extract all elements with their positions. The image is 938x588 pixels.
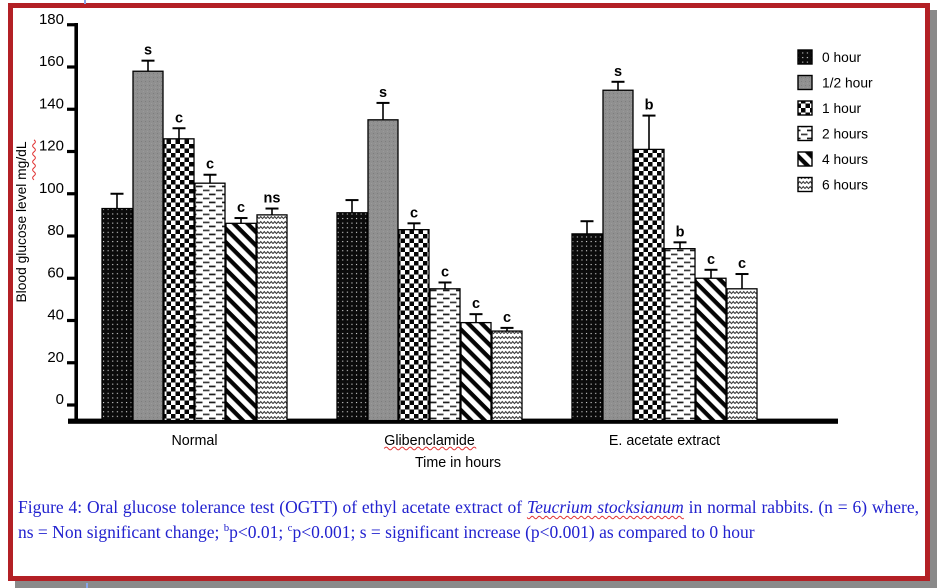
sig-label-c: c [738, 256, 746, 272]
sig-superscript: c [287, 521, 293, 534]
bar-e-acetate-extract-1-hour [633, 148, 665, 422]
y-tick-label-40: 40 [47, 307, 64, 324]
bar-e-acetate-extract-1-2-hour [602, 89, 634, 422]
y-tick-label-120: 120 [39, 138, 64, 155]
legend-swatch-0-hour [797, 49, 813, 65]
category-label-e-acetate-extract: E. acetate extract [609, 433, 720, 449]
y-tick-label-180: 180 [39, 11, 64, 28]
caption-text: in normal rabbits. (n = 6) where, ns = N… [18, 497, 919, 542]
sig-superscript: b [223, 521, 230, 534]
y-axis-tick-60 [67, 276, 78, 280]
species-name: Teucrium stocksianum [526, 497, 684, 517]
bar-glibenclamide-4-hours [460, 321, 492, 422]
y-tick-label-160: 160 [39, 53, 64, 70]
spellcheck-squiggle-units [32, 139, 36, 181]
x-axis-title: Time in hours [415, 455, 501, 471]
bar-normal-1-hour [163, 138, 195, 422]
sig-label-ns: ns [264, 191, 281, 207]
sig-label-c: c [410, 205, 418, 221]
bar-e-acetate-extract-4-hours [695, 277, 727, 422]
legend-label-2-hours: 2 hours [822, 127, 868, 142]
sig-label-s: s [144, 43, 152, 59]
y-axis-line [74, 23, 78, 424]
category-label-normal: Normal [171, 433, 217, 449]
bar-glibenclamide-1-2-hour [367, 119, 399, 422]
y-axis-tick-140 [67, 107, 78, 111]
sig-label-c: c [206, 157, 214, 173]
bar-normal-2-hours [194, 182, 226, 422]
bar-glibenclamide-6-hours [491, 330, 523, 422]
legend-swatch-1-hour [797, 100, 813, 116]
y-tick-label-80: 80 [47, 222, 64, 239]
sig-label-c: c [175, 110, 183, 126]
y-axis-tick-180 [67, 23, 78, 27]
legend-label-1-hour: 1 hour [822, 101, 862, 116]
text-boundary-mark-top [84, 0, 86, 4]
y-tick-label-20: 20 [47, 349, 64, 366]
sig-label-s: s [379, 85, 387, 101]
legend-swatch-4-hours [797, 151, 813, 167]
y-axis-tick-20 [67, 361, 78, 365]
sig-label-c: c [237, 200, 245, 216]
y-axis-tick-120 [67, 149, 78, 154]
y-tick-label-140: 140 [39, 95, 64, 112]
legend-label-4-hours: 4 hours [822, 152, 868, 167]
bar-e-acetate-extract-6-hours [726, 288, 758, 422]
y-axis-tick-40 [67, 318, 78, 323]
sig-label-c: c [472, 296, 480, 312]
y-axis-tick-160 [67, 65, 78, 69]
bar-glibenclamide-1-hour [398, 229, 430, 422]
bar-normal-1-2-hour [132, 70, 164, 422]
y-axis-tick-80 [67, 234, 78, 238]
sig-label-c: c [707, 252, 715, 268]
caption-text: p<0.01; [229, 521, 288, 542]
y-tick-label-60: 60 [47, 264, 64, 281]
text-boundary-mark-bottom [86, 583, 88, 588]
y-axis-title: Blood glucose level mg/dL [14, 141, 29, 302]
legend-label-0-hour: 0 hour [822, 50, 862, 65]
legend-swatch-1-2-hour [797, 74, 813, 91]
spellcheck-squiggle [383, 446, 477, 451]
y-tick-label-0: 0 [56, 391, 64, 408]
category-label-glibenclamide: Glibenclamide [384, 433, 475, 449]
caption-text: p<0.001; s = significant increase (p<0.0… [292, 521, 755, 542]
bar-normal-4-hours [225, 222, 257, 422]
sig-label-s: s [614, 64, 622, 80]
y-axis-tick-0 [67, 403, 78, 407]
caption-text: Figure 4: Oral glucose tolerance test (O… [18, 497, 527, 517]
bar-normal-6-hours [256, 214, 288, 422]
bar-normal-0-hour [101, 207, 133, 422]
legend-swatch-2-hours [797, 125, 813, 142]
bar-e-acetate-extract-0-hour [571, 233, 603, 422]
bar-glibenclamide-2-hours [429, 288, 461, 422]
y-axis-tick-100 [67, 192, 78, 196]
sig-label-c: c [503, 310, 511, 326]
bar-glibenclamide-0-hour [336, 212, 368, 422]
legend-label-1-2-hour: 1/2 hour [822, 76, 873, 91]
legend-label-6-hours: 6 hours [822, 178, 868, 193]
legend-swatch-6-hours [797, 176, 813, 193]
y-tick-label-100: 100 [39, 180, 64, 197]
sig-label-b: b [676, 224, 685, 240]
sig-label-c: c [441, 264, 449, 280]
bar-e-acetate-extract-2-hours [664, 248, 696, 422]
sig-label-b: b [645, 98, 654, 114]
figure-caption: Figure 4: Oral glucose tolerance test (O… [18, 495, 919, 544]
